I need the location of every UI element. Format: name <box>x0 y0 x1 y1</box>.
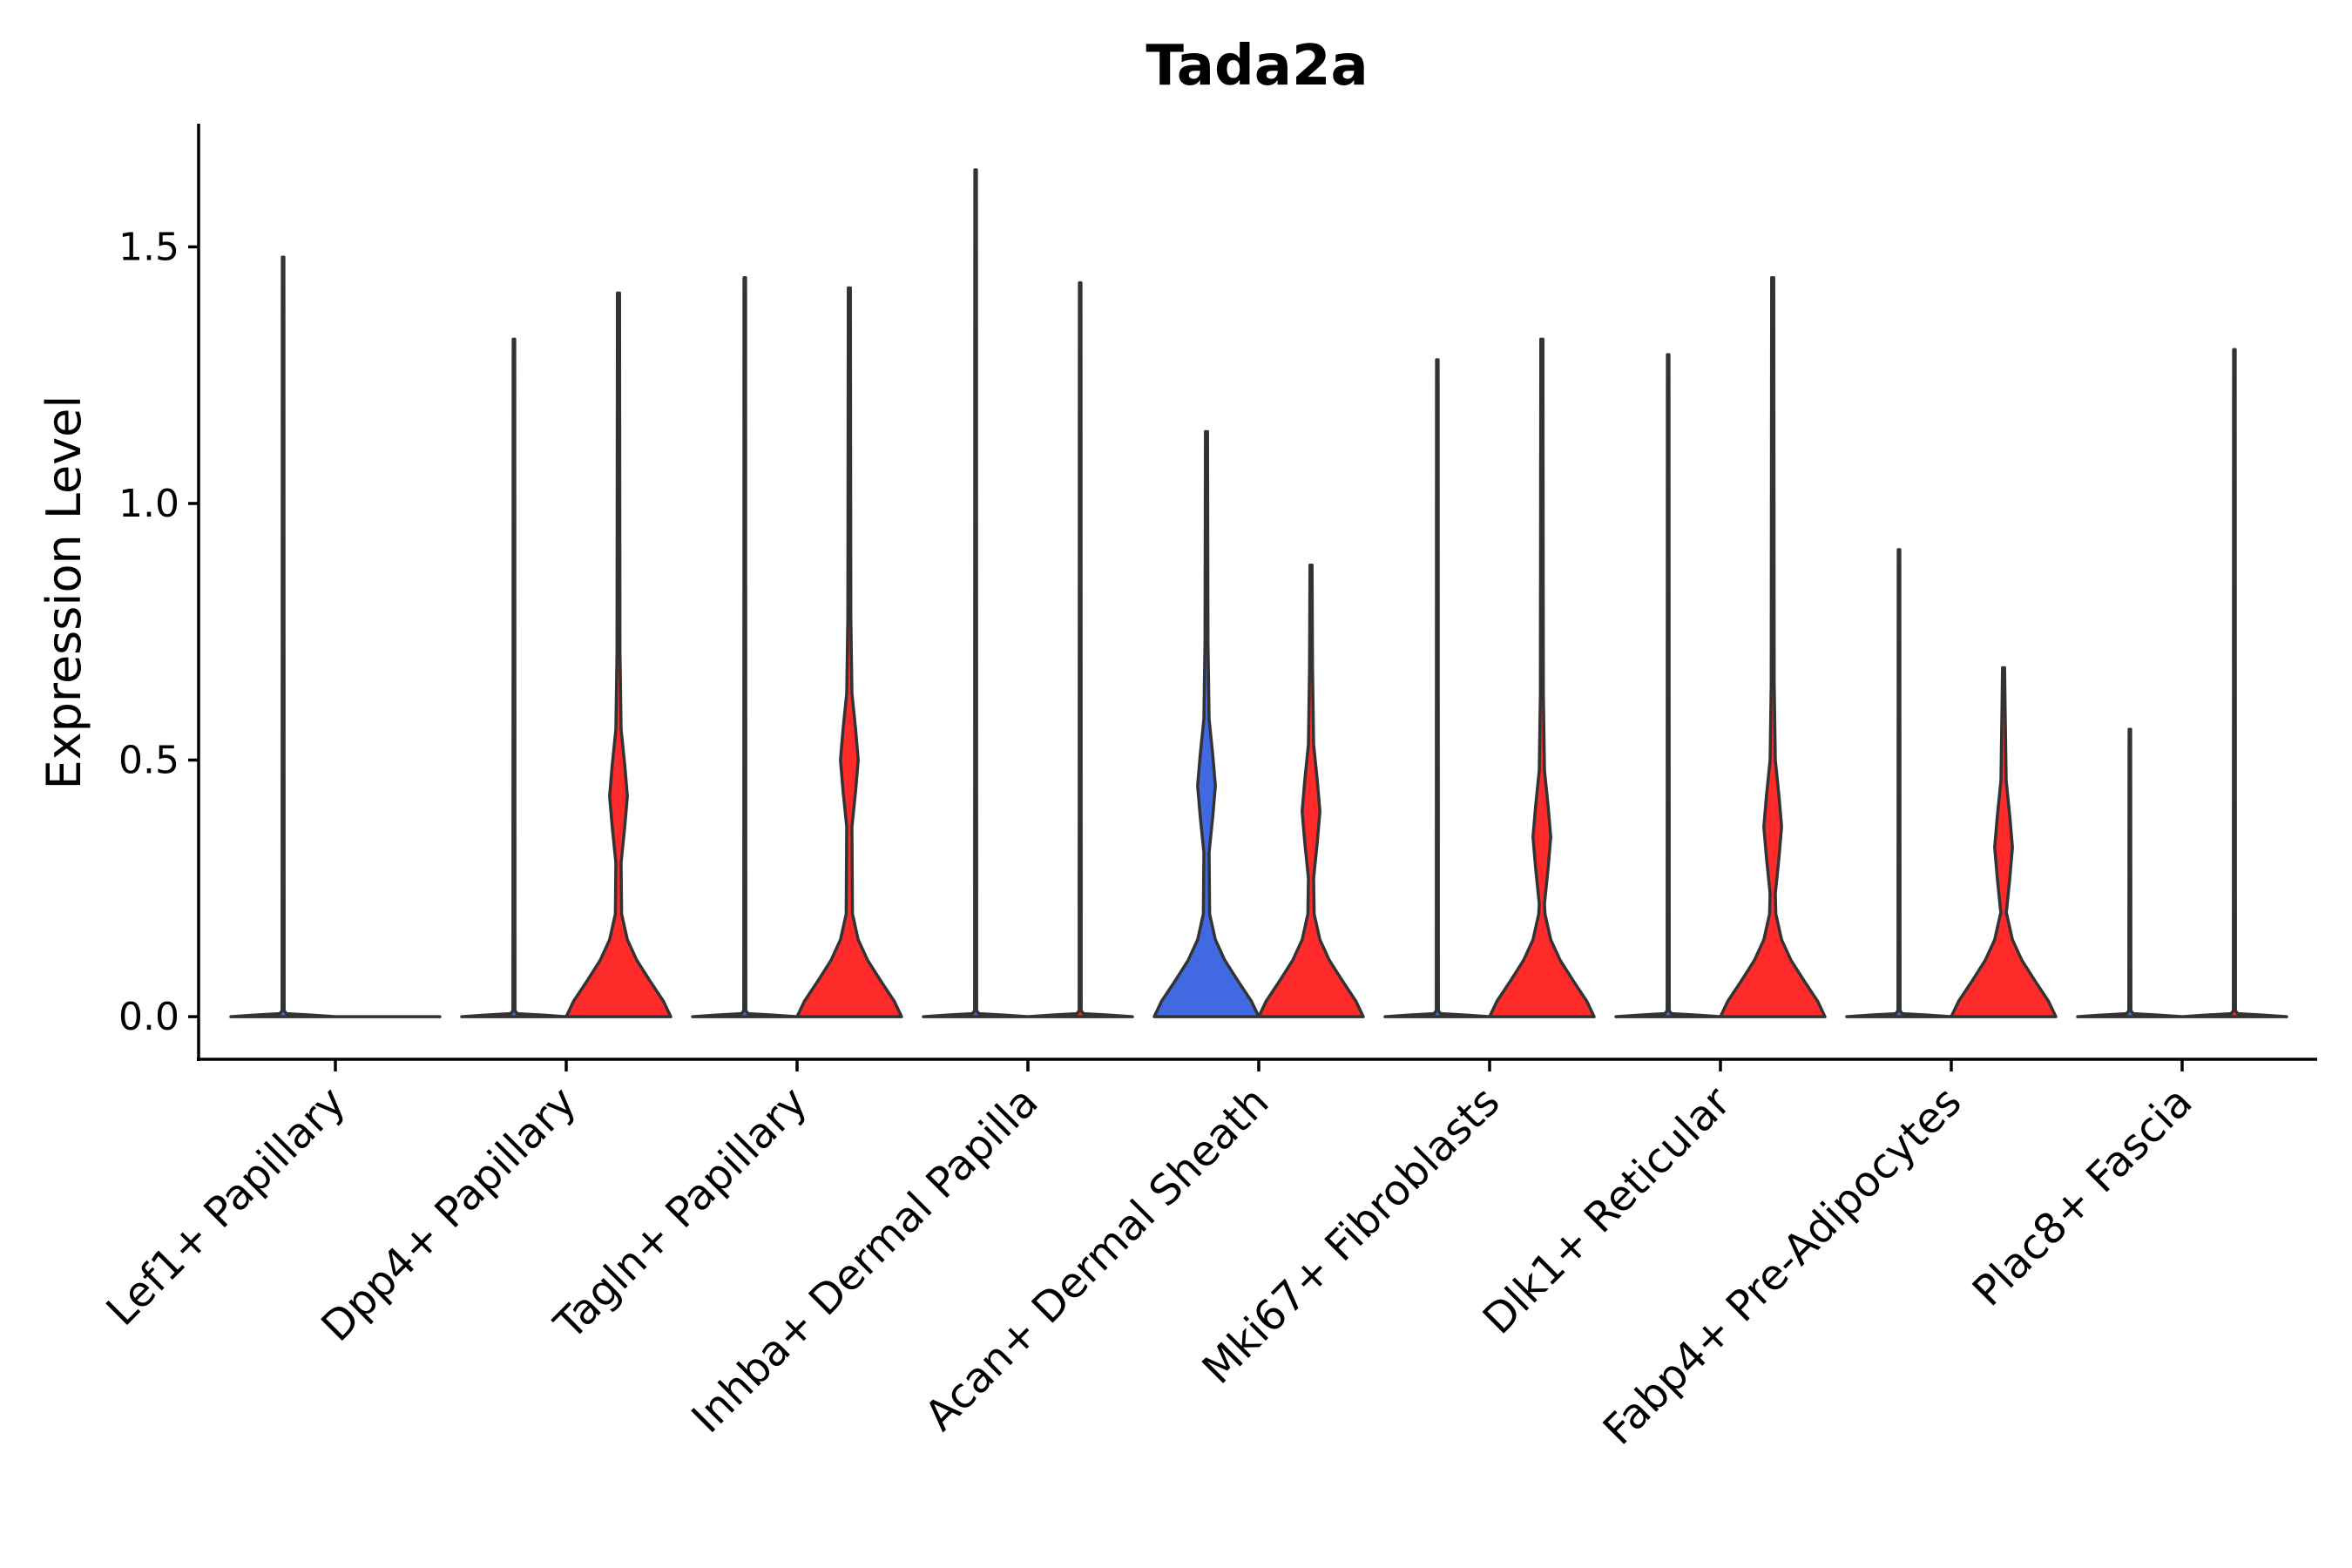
violin-group_blue-3 <box>922 168 1030 1018</box>
y-axis-label: Expression Level <box>37 395 91 790</box>
violin-group_blue-4 <box>1152 429 1260 1018</box>
violin-group_red-3 <box>1026 280 1134 1018</box>
y-tick-label: 1.5 <box>118 225 179 269</box>
violin-group_blue-1 <box>460 337 568 1018</box>
violin-group_red-6 <box>1719 275 1827 1018</box>
violin-group_blue-2 <box>691 275 799 1018</box>
y-tick-label: 1.0 <box>118 482 179 526</box>
violin-group_red-2 <box>795 286 903 1018</box>
plot-area <box>229 168 2288 1018</box>
y-ticks: 0.0 0.5 1.0 1.5 <box>118 225 199 1039</box>
x-tick-label: Dpp4+ Papillary <box>312 1078 585 1351</box>
violin-group_red-4 <box>1257 563 1365 1018</box>
violin-group_blue-5 <box>1383 358 1491 1018</box>
violin-group_red-7 <box>1950 666 2058 1018</box>
y-tick-label: 0.5 <box>118 739 179 783</box>
violin-group_red-8 <box>2180 348 2288 1018</box>
violin-group_blue-0 <box>229 255 337 1018</box>
x-tick-label: Tagln+ Papillary <box>544 1078 816 1349</box>
y-tick-label: 0.0 <box>118 995 179 1039</box>
x-tick-label: Lef1+ Papillary <box>98 1078 355 1335</box>
chart-title: Tada2a <box>1146 34 1368 98</box>
violin-group_red-1 <box>564 291 672 1018</box>
violin-group_blue-7 <box>1845 548 1953 1018</box>
violin-group_blue-8 <box>2076 727 2184 1018</box>
violin-group_red-5 <box>1488 337 1596 1018</box>
violin-group_blue-6 <box>1614 353 1722 1018</box>
x-tick-label: Plac8+ Fascia <box>1963 1078 2202 1316</box>
x-tick-label: Dlk1+ Reticular <box>1474 1078 1740 1344</box>
